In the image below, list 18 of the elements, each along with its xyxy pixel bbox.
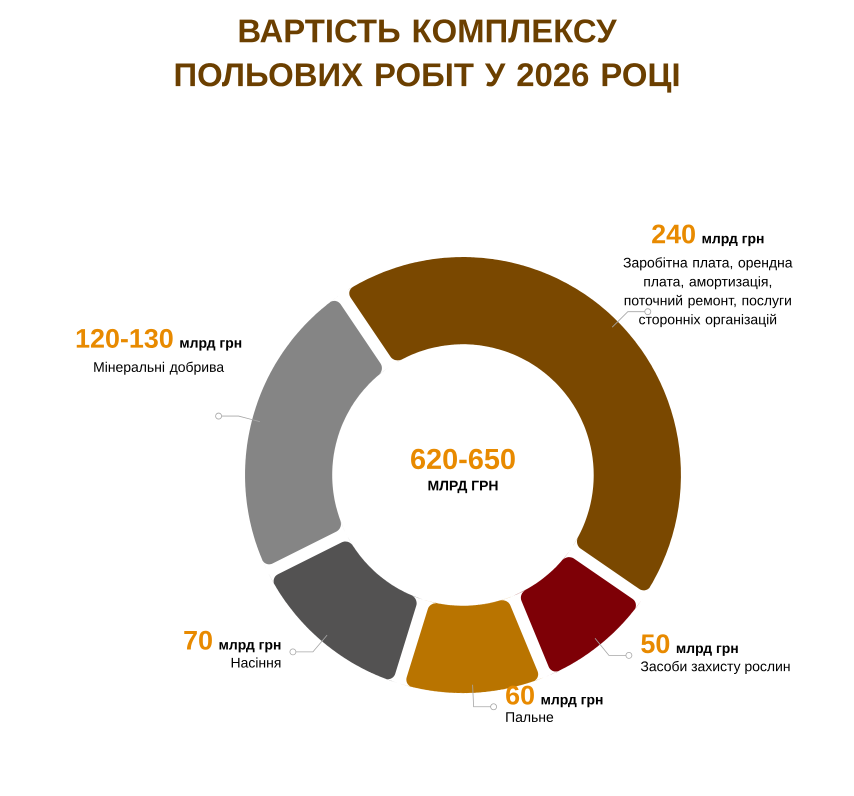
text: 620-650 xyxy=(411,448,515,470)
slice-label: Насіння xyxy=(232,657,280,668)
slice-label: Пальне xyxy=(506,712,554,722)
data-label: 120-130 xyxy=(76,328,173,348)
text: млрд грн xyxy=(542,696,602,708)
slice-label: Заробітна плата, орендна плата, амортизація, поточний ремонт, послуги сторонніх організацій xyxy=(624,257,793,328)
data-label: 60 xyxy=(506,686,534,705)
text: млрд грн xyxy=(702,236,764,246)
data-label: 50 xyxy=(641,634,670,654)
text: МЛРД ГРН xyxy=(428,480,498,494)
slice-label: Мінеральні добрива xyxy=(94,362,224,375)
text: млрд грн xyxy=(180,340,242,351)
chart-title: ВАРТІСТЬ КОМПЛЕКСУ ПОЛЬОВИХ РОБІТ У 2026 РОЦІ xyxy=(176,19,678,93)
text: млрд грн xyxy=(676,645,738,656)
data-label: 240 xyxy=(652,224,695,244)
data-label: 70 xyxy=(184,630,212,650)
text: млрд грн xyxy=(220,642,280,652)
slice-label: Засоби захисту рослин xyxy=(640,660,790,674)
